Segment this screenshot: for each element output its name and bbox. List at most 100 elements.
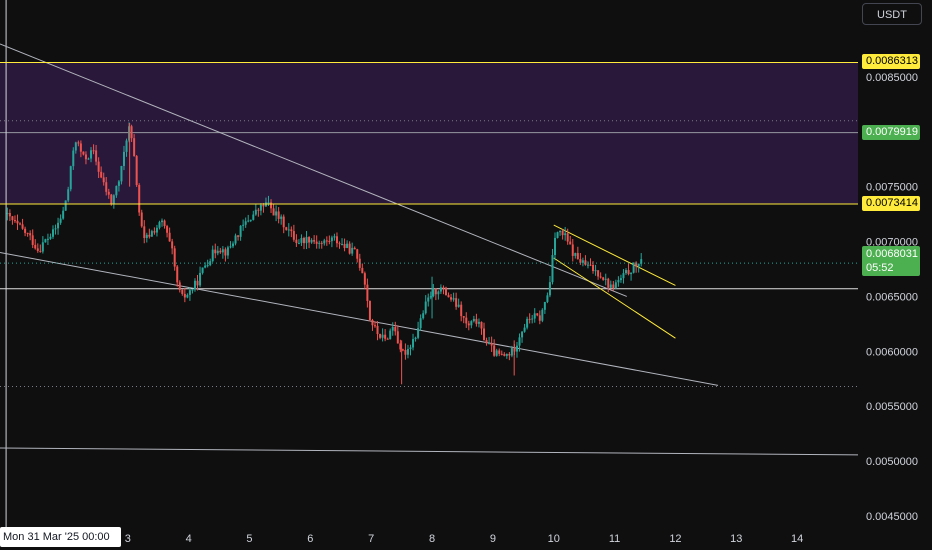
candle-body xyxy=(432,288,435,297)
candle-body xyxy=(495,350,498,356)
candle-body xyxy=(556,232,559,238)
time-tick-label: 6 xyxy=(307,533,313,545)
time-tick-label: 4 xyxy=(186,533,192,545)
candle-body xyxy=(183,293,186,298)
candle-body xyxy=(67,189,70,201)
resistance-zone xyxy=(0,62,858,205)
candle-body xyxy=(267,202,270,204)
candle-body xyxy=(447,295,450,298)
candle-body xyxy=(290,229,293,232)
candle-body xyxy=(143,226,146,238)
price-tick-label: 0.0085000 xyxy=(866,72,918,84)
candle-body xyxy=(465,317,468,324)
candle-body xyxy=(95,150,98,162)
candle-body xyxy=(318,242,321,244)
candle-body xyxy=(457,304,460,307)
candle-body xyxy=(115,185,118,196)
candle-body xyxy=(138,185,141,213)
candle-body xyxy=(348,243,351,254)
candle-body xyxy=(239,225,242,237)
candle-body xyxy=(51,229,54,237)
candle-body xyxy=(493,345,496,356)
candle-body xyxy=(429,296,432,298)
price-level-lines[interactable] xyxy=(0,61,858,264)
candle-body xyxy=(84,154,87,160)
candle-body xyxy=(637,263,640,267)
candle-body xyxy=(343,243,346,249)
candle-body xyxy=(97,161,100,172)
candle-body xyxy=(500,353,503,355)
candle-body xyxy=(166,226,169,233)
candle-body xyxy=(310,239,313,243)
candle-body xyxy=(569,241,572,245)
candle-body xyxy=(229,246,232,248)
candle-body xyxy=(462,316,465,318)
candle-body xyxy=(158,222,161,228)
candle-body xyxy=(254,209,257,215)
candle-body xyxy=(140,212,143,227)
candle-body xyxy=(579,259,582,263)
candle-body xyxy=(287,229,290,231)
trend-line xyxy=(553,224,676,286)
candle-body xyxy=(475,318,478,324)
candle-body xyxy=(485,340,488,344)
candle-body xyxy=(389,330,392,340)
candle-body xyxy=(277,211,280,219)
candle-body xyxy=(470,321,473,326)
candle-body xyxy=(102,177,105,183)
candle-body xyxy=(386,338,389,340)
candle-body xyxy=(510,348,513,356)
trend-lines[interactable] xyxy=(0,43,932,456)
candle-body xyxy=(221,249,224,253)
candle-body xyxy=(64,200,67,211)
candle-body xyxy=(315,241,318,244)
candle-body xyxy=(442,287,445,289)
candle-body xyxy=(472,318,475,322)
price-tick-label: 0.0070000 xyxy=(866,237,918,249)
candle-body xyxy=(381,334,384,338)
candle-body xyxy=(313,239,316,242)
candle-body xyxy=(237,235,240,237)
candle-body xyxy=(145,234,148,238)
candle-body xyxy=(498,350,501,354)
candle-body xyxy=(521,331,524,338)
candle-body xyxy=(247,220,250,222)
candle-body xyxy=(480,321,483,329)
candle-body xyxy=(59,218,62,223)
candle-body xyxy=(417,328,420,338)
time-tick-label: 10 xyxy=(548,533,560,545)
candle-body xyxy=(361,267,364,274)
candle-body xyxy=(406,349,409,355)
candle-body xyxy=(90,150,93,159)
candle-body xyxy=(351,247,354,254)
candle-body xyxy=(11,216,14,221)
candle-body xyxy=(444,287,447,296)
candle-body xyxy=(133,138,136,157)
candle-body xyxy=(130,126,133,139)
candle-body xyxy=(548,282,551,296)
time-axis[interactable]: 234567891011121314 xyxy=(64,533,803,545)
candle-body xyxy=(450,297,453,300)
candle-body xyxy=(483,328,486,341)
price-level-badge: 0.0073414 xyxy=(862,196,920,212)
currency-selector[interactable]: USDT xyxy=(862,3,922,25)
price-tick-label: 0.0045000 xyxy=(866,511,918,523)
candle-body xyxy=(460,304,463,317)
candle-body xyxy=(373,325,376,327)
candle-body xyxy=(262,204,265,207)
candle-body xyxy=(328,240,331,242)
candle-body xyxy=(270,202,273,209)
price-tick-label: 0.0060000 xyxy=(866,346,918,358)
candle-body xyxy=(244,221,247,225)
resistance-zone-rect xyxy=(0,62,858,205)
candle-body xyxy=(437,291,440,295)
candle-body xyxy=(191,289,194,291)
candle-body xyxy=(490,343,493,346)
candle-body xyxy=(625,270,628,274)
candle-body xyxy=(404,349,407,355)
candle-body xyxy=(607,278,610,288)
candle-body xyxy=(117,181,120,186)
candle-body xyxy=(533,313,536,319)
candle-body xyxy=(592,265,595,272)
